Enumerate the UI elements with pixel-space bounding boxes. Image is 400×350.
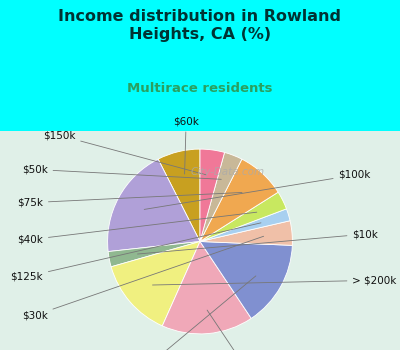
Wedge shape [158,149,200,242]
Text: $150k: $150k [43,130,206,175]
Wedge shape [162,241,251,334]
Wedge shape [200,209,290,241]
Wedge shape [108,159,200,252]
Text: $100k: $100k [144,170,371,209]
Text: $40k: $40k [17,212,257,245]
Wedge shape [200,192,286,241]
Text: $75k: $75k [17,193,242,208]
Wedge shape [111,241,200,326]
Text: $10k: $10k [138,229,378,254]
Text: $30k: $30k [22,236,264,320]
Text: $20k: $20k [207,310,264,350]
Text: $60k: $60k [173,117,199,174]
Text: Income distribution in Rowland
Heights, CA (%): Income distribution in Rowland Heights, … [58,9,342,42]
Wedge shape [200,152,242,242]
Wedge shape [200,241,292,318]
Text: Multirace residents: Multirace residents [127,82,273,95]
Wedge shape [200,149,224,242]
Wedge shape [200,159,278,241]
Text: $50k: $50k [22,164,221,179]
Text: > $200k: > $200k [152,275,397,285]
Text: $125k: $125k [10,223,261,282]
Text: City-Data.com: City-Data.com [191,167,265,177]
Text: $200k: $200k [114,276,256,350]
Wedge shape [108,241,200,267]
Wedge shape [200,221,292,245]
